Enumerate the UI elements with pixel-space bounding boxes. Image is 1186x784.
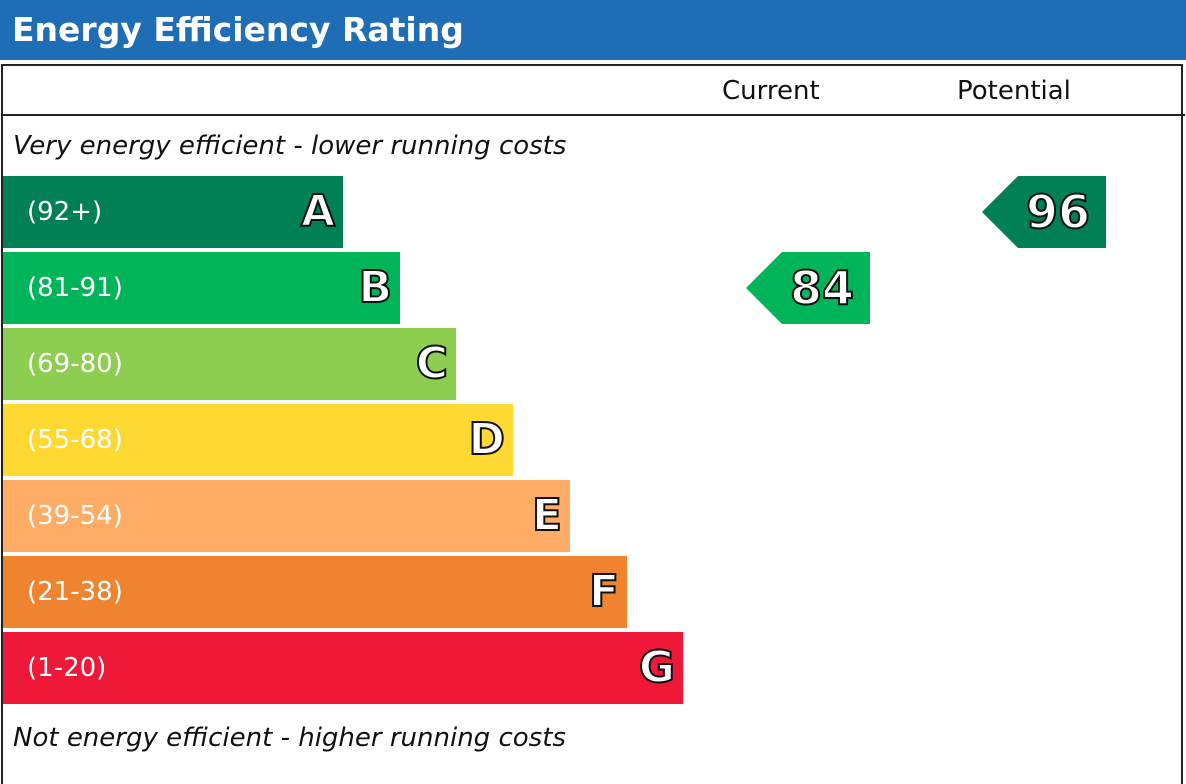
chart-frame (1, 64, 1183, 784)
header-divider (1, 114, 1185, 116)
band-range-label: (21-38) (27, 577, 123, 607)
band-range-label: (39-54) (27, 501, 123, 531)
band-f: (21-38) F (3, 556, 627, 628)
band-letter-label: A (300, 185, 336, 238)
band-range-label: (69-80) (27, 349, 123, 379)
band-d: (55-68) D (3, 404, 513, 476)
column-header-potential: Potential (957, 76, 1071, 106)
band-letter-label: B (357, 261, 393, 314)
inefficient-note: Not energy efficient - higher running co… (13, 723, 566, 753)
band-g: (1-20) G (3, 632, 683, 704)
band-e: (39-54) E (3, 480, 570, 552)
band-letter-label: G (638, 641, 676, 694)
band-range-label: (55-68) (27, 425, 123, 455)
header-bar: Energy Efficiency Rating (0, 0, 1186, 60)
column-header-current: Current (722, 76, 820, 106)
current-rating-arrow-value: 84 (789, 260, 855, 316)
band-a: (92+) A (3, 176, 343, 248)
band-letter-label: E (531, 489, 563, 542)
band-range-label: (1-20) (27, 653, 107, 683)
band-letter-label: D (467, 413, 506, 466)
efficient-note: Very energy efficient - lower running co… (13, 131, 567, 161)
band-range-label: (92+) (27, 197, 103, 227)
band-b: (81-91) B (3, 252, 400, 324)
band-letter-label: F (588, 565, 620, 618)
band-range-label: (81-91) (27, 273, 123, 303)
potential-rating-arrow-value: 96 (1025, 184, 1091, 240)
page-title: Energy Efficiency Rating (12, 10, 464, 49)
band-c: (69-80) C (3, 328, 456, 400)
band-letter-label: C (415, 337, 449, 390)
